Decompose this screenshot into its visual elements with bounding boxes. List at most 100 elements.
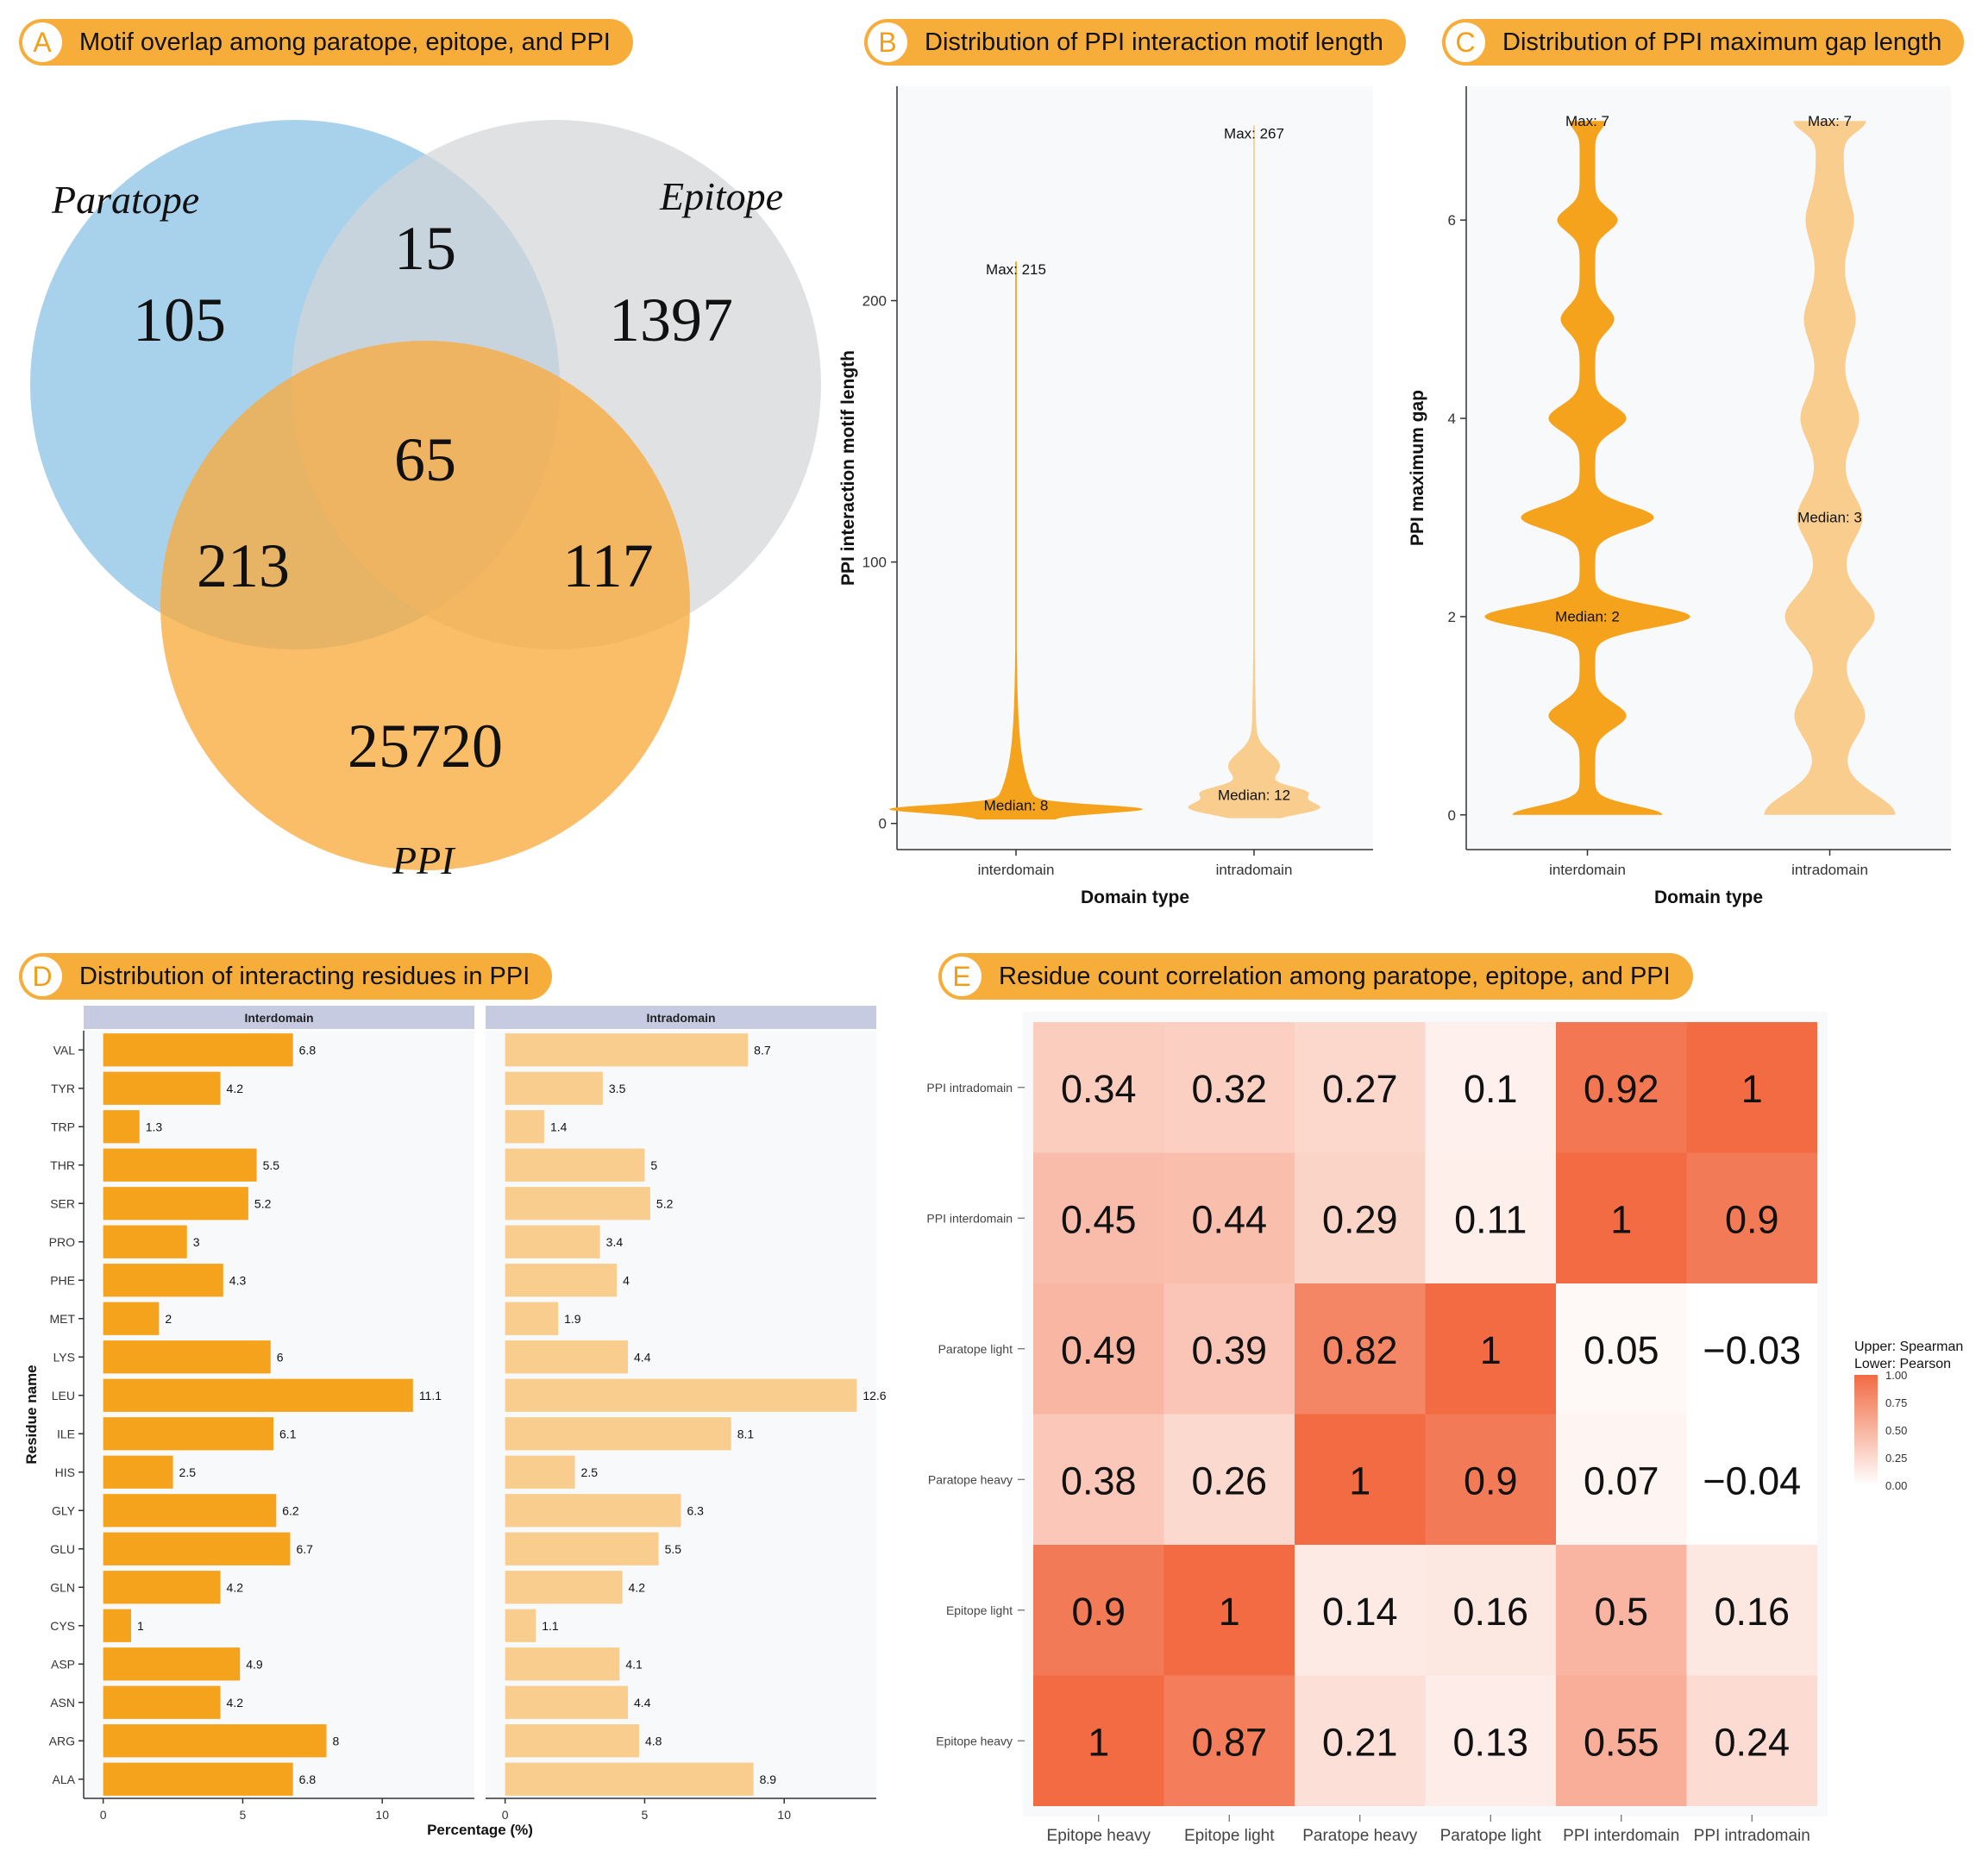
residue-facet-intradomain-bar-cys — [505, 1609, 536, 1642]
max-gap-y-axis-title: PPI maximum gap — [1408, 390, 1427, 546]
max-gap-y-tick-label: 0 — [1448, 807, 1456, 824]
residue-y-tick-label: ASN — [50, 1696, 75, 1710]
heatmap-cell-value: 0.16 — [1714, 1590, 1790, 1634]
panel-b-letter: B — [868, 22, 907, 62]
heatmap-cell — [1033, 1545, 1164, 1676]
residue-facet-interdomain-bar-trp — [103, 1110, 140, 1144]
heatmap-x-label: Epitope heavy — [1047, 1827, 1151, 1845]
residue-facet-interdomain-bar-asp — [103, 1647, 241, 1681]
heatmap-cell — [1556, 1545, 1687, 1676]
residue-facet-interdomain-bar-tyr — [103, 1071, 221, 1105]
motif-length-x-tick-label: intradomain — [1216, 862, 1293, 878]
heatmap-cell-value: 0.24 — [1714, 1720, 1790, 1764]
heatmap-legend-tick: 0.50 — [1885, 1424, 1907, 1437]
residue-facet-intradomain-x-tick-label: 10 — [777, 1808, 791, 1822]
residue-facet-interdomain-x-tick-label: 0 — [100, 1808, 107, 1822]
residue-facet-intradomain-value-label: 1.4 — [550, 1120, 568, 1133]
motif-length-y-tick-label: 100 — [862, 555, 887, 571]
heatmap-y-label: Epitope light — [946, 1603, 1013, 1617]
residue-facet-interdomain-bar-leu — [103, 1378, 413, 1412]
venn-ppi-circle — [160, 341, 690, 870]
heatmap-cell — [1163, 1545, 1295, 1676]
residue-facet-interdomain-bar-ala — [103, 1762, 293, 1796]
residue-facet-intradomain-value-label: 4 — [623, 1273, 630, 1287]
heatmap-cell-value: 1 — [1219, 1590, 1240, 1634]
residue-facet-intradomain-bar-ser — [505, 1187, 650, 1220]
heatmap-legend-tick: 0.25 — [1885, 1452, 1907, 1465]
residue-y-tick-label: ARG — [49, 1734, 75, 1747]
residue-facet-intradomain-value-label: 4.4 — [634, 1350, 651, 1364]
residue-facet-interdomain-value-label: 6.7 — [296, 1542, 313, 1556]
residue-facet-intradomain-value-label: 8.7 — [754, 1043, 771, 1057]
residue-facet-interdomain-value-label: 2 — [165, 1312, 172, 1326]
heatmap-cell — [1425, 1545, 1556, 1676]
residue-facet-intradomain-bar-tyr — [505, 1071, 603, 1105]
heatmap-cell — [1033, 1283, 1164, 1415]
panel-a-title-text: Motif overlap among paratope, epitope, a… — [79, 28, 611, 56]
motif-length-x-tick-label: interdomain — [978, 862, 1055, 878]
heatmap-y-label: Epitope heavy — [936, 1734, 1013, 1747]
residue-x-axis-title: Percentage (%) — [427, 1822, 533, 1838]
residue-facet-interdomain-x-tick-label: 10 — [375, 1808, 389, 1822]
max-gap-x-axis-title: Domain type — [1654, 888, 1763, 907]
residue-facet-interdomain-bar-thr — [103, 1148, 257, 1182]
residue-y-tick-label: SER — [50, 1196, 75, 1210]
residue-facet-intradomain-value-label: 4.2 — [629, 1580, 646, 1594]
residue-facet-interdomain-bar-val — [103, 1033, 293, 1067]
heatmap-cell — [1295, 1152, 1426, 1283]
residue-facet-intradomain-x-tick-label: 0 — [502, 1808, 509, 1822]
panel-d-title-text: Distribution of interacting residues in … — [79, 962, 530, 990]
max-gap-x-tick-label: interdomain — [1549, 862, 1626, 878]
heatmap-cell — [1033, 1675, 1164, 1806]
heatmap-cell — [1686, 1545, 1817, 1676]
panel-c-letter: C — [1446, 22, 1485, 62]
heatmap-cell-value: 0.9 — [1725, 1197, 1779, 1241]
heatmap-cell — [1295, 1675, 1426, 1806]
panel-d-letter: D — [22, 957, 62, 996]
heatmap-cell-value: −0.04 — [1703, 1459, 1801, 1503]
residue-facet-intradomain-value-label: 1.1 — [542, 1619, 559, 1633]
max-gap-violin-intradomain — [1764, 121, 1896, 815]
residue-y-tick-label: ILE — [57, 1427, 75, 1440]
residue-facet-interdomain-strip — [84, 1006, 474, 1029]
heatmap-x-label: Epitope light — [1184, 1827, 1275, 1845]
heatmap-cell-value: 0.38 — [1061, 1459, 1137, 1503]
motif-length-y-tick-label: 0 — [879, 816, 887, 832]
motif-length-median-label-interdomain: Median: 8 — [984, 798, 1049, 814]
panel-b-title: B Distribution of PPI interaction motif … — [864, 19, 1406, 66]
heatmap-cell — [1163, 1675, 1295, 1806]
violin-chart-max-gap: 0 2 4 6 interdomain Max: 7 Median: 2 intradomai… — [1408, 86, 1951, 907]
residue-facet-intradomain-bar-val — [505, 1033, 749, 1067]
residue-facet-intradomain-bar-thr — [505, 1148, 645, 1182]
max-gap-y-tick-label: 4 — [1448, 411, 1456, 427]
heatmap-cell — [1295, 1414, 1426, 1545]
heatmap-cell-value: 0.9 — [1464, 1459, 1518, 1503]
heatmap-cell-value: 1 — [1480, 1328, 1502, 1372]
panel-e-title: E Residue count correlation among parato… — [938, 953, 1693, 1000]
residue-facet-interdomain-bar-gly — [103, 1494, 277, 1528]
heatmap-y-label: PPI interdomain — [926, 1211, 1013, 1225]
residue-facet-interdomain-bar-asn — [103, 1685, 221, 1719]
motif-length-x-axis-title: Domain type — [1081, 888, 1189, 907]
residue-facet-intradomain-value-label: 3.4 — [606, 1235, 624, 1249]
venn-diagram: Paratope Epitope PPI 105 15 1397 65 213 … — [30, 120, 821, 882]
heatmap-cell — [1686, 1283, 1817, 1415]
residue-facet-interdomain-bar-ile — [103, 1417, 274, 1451]
heatmap-cell-value: 0.07 — [1584, 1459, 1659, 1503]
heatmap-cell — [1425, 1675, 1556, 1806]
heatmap-cell-value: 0.11 — [1454, 1197, 1527, 1241]
heatmap-cell — [1686, 1414, 1817, 1545]
residue-facet-intradomain-bar-glu — [505, 1532, 659, 1565]
venn-count-all-three: 65 — [394, 425, 456, 494]
venn-count-paratope-ppi: 213 — [197, 531, 290, 600]
heatmap-cell-value: 0.13 — [1452, 1720, 1528, 1764]
residue-facet-interdomain-value-label: 4.2 — [227, 1580, 244, 1594]
panel-c-title: C Distribution of PPI maximum gap length — [1442, 19, 1965, 66]
heatmap-legend-tick: 0.75 — [1885, 1396, 1907, 1409]
heatmap-cell — [1033, 1152, 1164, 1283]
residue-facet-intradomain-value-label: 4.4 — [634, 1696, 651, 1710]
residue-facet-interdomain-value-label: 6.8 — [299, 1772, 317, 1786]
heatmap-cell-value: 1 — [1610, 1197, 1632, 1241]
residue-y-tick-label: TRP — [51, 1120, 75, 1133]
